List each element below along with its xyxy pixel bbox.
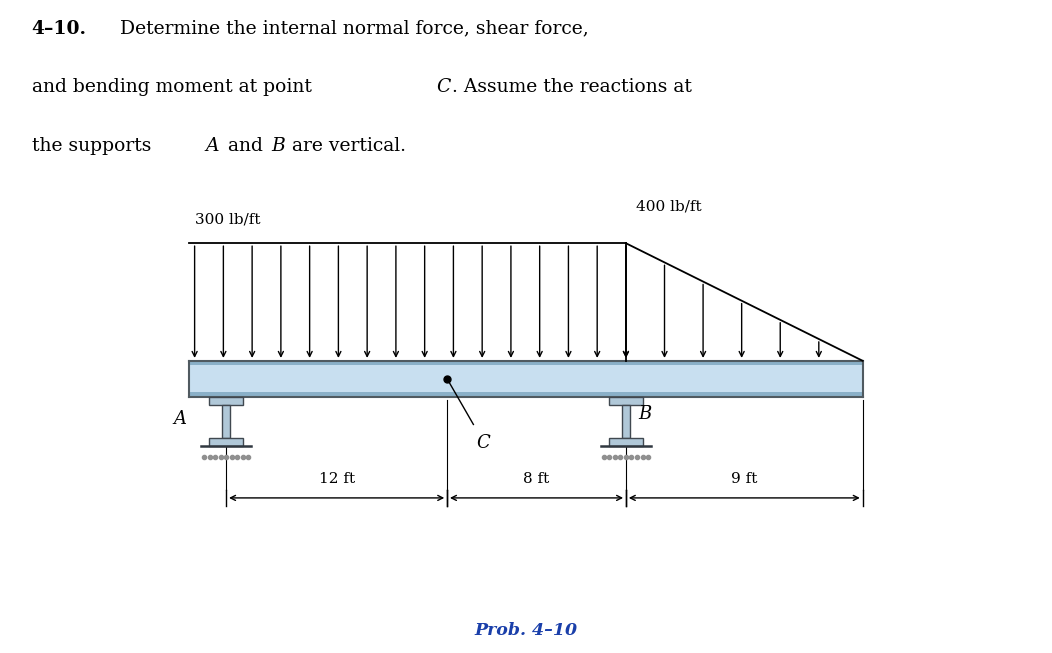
Text: B: B [271,137,285,155]
Text: 9 ft: 9 ft [731,472,757,486]
Bar [209,397,243,405]
Text: and: and [222,137,269,155]
Text: and bending moment at point: and bending moment at point [32,78,318,97]
Text: A: A [205,137,219,155]
Bar [622,405,630,438]
Text: C: C [477,434,490,453]
Text: Determine the internal normal force, shear force,: Determine the internal normal force, she… [108,20,589,38]
Text: the supports: the supports [32,137,157,155]
Bar [189,392,863,397]
Bar [209,438,243,446]
Text: Prob. 4–10: Prob. 4–10 [474,622,578,639]
Text: B: B [639,405,652,422]
Text: 12 ft: 12 ft [319,472,355,486]
Text: 8 ft: 8 ft [524,472,549,486]
Text: 400 lb/ft: 400 lb/ft [636,200,702,214]
Bar [609,438,643,446]
Text: . Assume the reactions at: . Assume the reactions at [452,78,692,97]
Bar [189,360,863,397]
Bar [609,397,643,405]
Text: 300 lb/ft: 300 lb/ft [195,213,260,227]
Text: A: A [174,410,186,428]
Bar [189,360,863,366]
Text: C: C [437,78,451,97]
Text: are vertical.: are vertical. [286,137,406,155]
Text: 4–10.: 4–10. [32,20,86,38]
Bar [222,405,230,438]
